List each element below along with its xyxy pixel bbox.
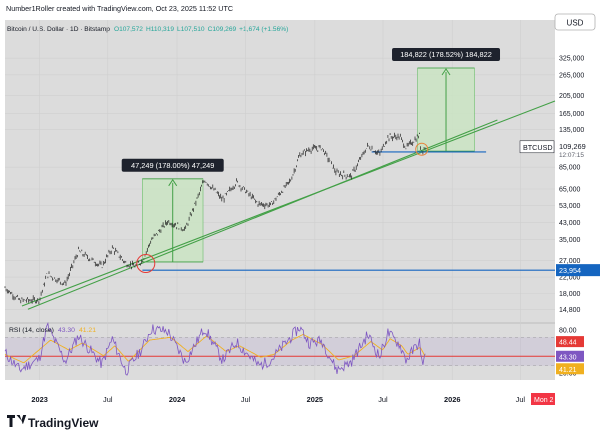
level-badge-label: 23,954: [559, 266, 581, 275]
rsi-badge: [556, 363, 584, 375]
date-badge-background: [531, 393, 555, 405]
tradingview-logo-icon: [7, 415, 27, 427]
price-pane-background: [5, 20, 555, 323]
price-tick-label: 14,800: [559, 307, 581, 314]
projections: [142, 67, 475, 263]
rsi-badge: [556, 336, 584, 348]
legend-open: O107,572: [114, 26, 143, 33]
time-axis-background: [5, 380, 555, 395]
brand-name: TradingView: [28, 416, 99, 430]
date-badge-label: Mon 2: [534, 397, 554, 404]
rsi-line: [4, 321, 426, 376]
price-badge-value: 109,269: [559, 142, 586, 151]
rsi-legend-value: 43.30: [58, 327, 75, 334]
time-tick-label: 2024: [169, 395, 186, 404]
price-tick-label: 135,000: [559, 127, 584, 134]
projection-labels: 47,249 (178.00%) 47,249 184,822 (178.52%)…: [121, 48, 501, 172]
legend-close: C109,269: [208, 26, 237, 33]
price-badge: [556, 139, 600, 160]
price-tick-label: 53,000: [559, 203, 581, 210]
trendline: [21, 100, 556, 307]
legend-symbol: Bitcoin / U.S. Dollar · 1D · Bitstamp: [7, 26, 110, 33]
symbol-badge-label: BTCUSD: [523, 143, 553, 152]
projection-arrow-head: [168, 178, 178, 187]
price-tick-label: 205,000: [559, 93, 584, 100]
currency-button[interactable]: USD: [554, 13, 596, 31]
highlight-circle: [136, 253, 156, 273]
legend-line: Bitcoin / U.S. Dollar · 1D · Bitstamp O10…: [7, 26, 288, 33]
projection-label: 184,822 (178.52%) 184,822: [400, 50, 492, 59]
projection-label-box: [121, 158, 224, 172]
time-tick-label: Jul: [103, 395, 113, 404]
price-axis: 325,000 265,000 205,000 165,000 135,000 85,00…: [559, 56, 584, 314]
time-tick-label: Jul: [241, 395, 251, 404]
time-tick-label: Jul: [516, 395, 526, 404]
highlight-circles: [136, 142, 429, 273]
level-badge: [556, 264, 600, 277]
levels: [142, 151, 555, 271]
time-tick-label: 2026: [444, 395, 460, 404]
rsi-pane: [4, 321, 555, 376]
rsi-badge: [556, 350, 584, 362]
price-tick-label: 18,000: [559, 291, 581, 298]
symbol-legend: Bitcoin / U.S. Dollar · 1D · Bitstamp O10…: [7, 26, 288, 33]
price-tick-label: 27,000: [559, 258, 581, 265]
rsi-tick-label: 80.00: [559, 328, 577, 335]
rsi-title: RSI (14, close): [9, 327, 54, 334]
time-axis: 2023 Jul 2024 Jul 2025 Jul 2026 Jul: [31, 395, 525, 404]
currency-button-label: USD: [567, 19, 584, 28]
rsi-badge-label: 41.21: [559, 367, 577, 374]
price-tick-label: 85,000: [559, 165, 581, 172]
price-series: [4, 132, 426, 305]
time-tick-label: Jul: [378, 395, 388, 404]
price-tick-label: 265,000: [559, 72, 584, 79]
rsi-ma-legend-value: 41.21: [79, 327, 96, 334]
price-axis-background: [555, 20, 600, 392]
rsi-badge-label: 48.44: [559, 340, 577, 347]
time-tick-label: 2023: [31, 395, 47, 404]
price-badge-countdown: 12:07:15: [559, 152, 584, 159]
price-bars: [4, 132, 426, 305]
symbol-badge: [519, 140, 555, 154]
projection-label-box: [392, 48, 501, 62]
attribution-text: Number1Roller created with TradingView.c…: [6, 4, 233, 13]
projection-label: 47,249 (178.00%) 47,249: [131, 161, 214, 170]
price-tick-label: 65,000: [559, 187, 581, 194]
rsi-legend: RSI (14, close) 43.30 41.21: [9, 327, 96, 334]
price-tick-label: 22,000: [559, 275, 581, 282]
legend-low: L107,510: [177, 26, 205, 33]
price-tick-label: 43,000: [559, 220, 581, 227]
price-tick-label: 325,000: [559, 56, 584, 63]
highlight-circle: [415, 142, 429, 156]
tradingview-logo: TradingView: [7, 415, 99, 430]
date-badge: Mon 2: [531, 393, 555, 405]
time-tick-label: 2025: [307, 395, 323, 404]
legend-high: H110,319: [146, 26, 174, 33]
projection-arrow-head: [441, 68, 451, 76]
legend-change: +1,674 (+1.56%): [239, 26, 288, 33]
price-tick-label: 165,000: [559, 111, 584, 118]
rsi-badge-label: 43.30: [559, 354, 577, 361]
price-tick-label: 35,000: [559, 237, 581, 244]
